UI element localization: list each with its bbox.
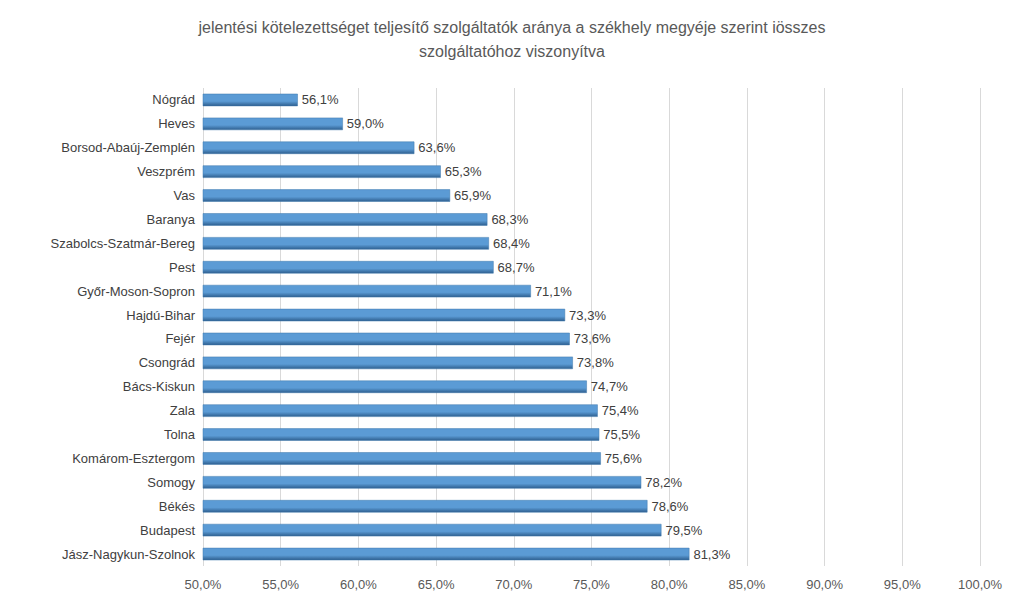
svg-text:75,0%: 75,0%: [573, 577, 610, 592]
svg-text:Pest: Pest: [169, 260, 195, 275]
svg-text:Nógrád: Nógrád: [152, 92, 195, 107]
svg-text:63,6%: 63,6%: [418, 140, 455, 155]
svg-text:65,3%: 65,3%: [445, 164, 482, 179]
svg-text:85,0%: 85,0%: [728, 577, 765, 592]
svg-text:68,4%: 68,4%: [493, 236, 530, 251]
svg-text:65,9%: 65,9%: [454, 188, 491, 203]
svg-text:Somogy: Somogy: [147, 475, 195, 490]
svg-text:90,0%: 90,0%: [806, 577, 843, 592]
svg-text:95,0%: 95,0%: [884, 577, 921, 592]
svg-text:78,6%: 78,6%: [651, 499, 688, 514]
svg-text:68,3%: 68,3%: [491, 212, 528, 227]
svg-text:55,0%: 55,0%: [262, 577, 299, 592]
svg-text:75,4%: 75,4%: [602, 403, 639, 418]
svg-text:75,6%: 75,6%: [605, 451, 642, 466]
svg-text:50,0%: 50,0%: [185, 577, 222, 592]
svg-text:80,0%: 80,0%: [651, 577, 688, 592]
svg-text:Budapest: Budapest: [140, 523, 195, 538]
svg-text:71,1%: 71,1%: [535, 284, 572, 299]
svg-text:Győr-Moson-Sopron: Győr-Moson-Sopron: [77, 284, 195, 299]
svg-text:Vas: Vas: [174, 188, 196, 203]
svg-text:Komárom-Esztergom: Komárom-Esztergom: [72, 451, 195, 466]
svg-text:Zala: Zala: [170, 403, 196, 418]
svg-text:Jász-Nagykun-Szolnok: Jász-Nagykun-Szolnok: [62, 547, 195, 562]
svg-text:73,3%: 73,3%: [569, 308, 606, 323]
svg-text:74,7%: 74,7%: [591, 379, 628, 394]
svg-text:Baranya: Baranya: [147, 212, 196, 227]
svg-text:70,0%: 70,0%: [495, 577, 532, 592]
svg-text:78,2%: 78,2%: [645, 475, 682, 490]
svg-text:75,5%: 75,5%: [603, 427, 640, 442]
svg-text:Fejér: Fejér: [165, 331, 195, 346]
svg-text:65,0%: 65,0%: [418, 577, 455, 592]
svg-text:Borsod-Abaúj-Zemplén: Borsod-Abaúj-Zemplén: [61, 140, 195, 155]
svg-text:Hajdú-Bihar: Hajdú-Bihar: [126, 308, 195, 323]
svg-text:59,0%: 59,0%: [347, 116, 384, 131]
svg-text:100,0%: 100,0%: [958, 577, 1003, 592]
svg-text:81,3%: 81,3%: [693, 547, 730, 562]
svg-text:73,6%: 73,6%: [574, 331, 611, 346]
svg-text:79,5%: 79,5%: [665, 523, 702, 538]
svg-text:Heves: Heves: [158, 116, 195, 131]
svg-text:60,0%: 60,0%: [340, 577, 377, 592]
svg-text:szolgáltatóhoz viszonyítva: szolgáltatóhoz viszonyítva: [419, 43, 605, 60]
svg-text:Szabolcs-Szatmár-Bereg: Szabolcs-Szatmár-Bereg: [51, 236, 196, 251]
svg-text:Békés: Békés: [159, 499, 196, 514]
svg-text:73,8%: 73,8%: [577, 355, 614, 370]
svg-text:jelentési kötelezettséget telj: jelentési kötelezettséget teljesítő szol…: [198, 19, 826, 36]
svg-text:56,1%: 56,1%: [302, 92, 339, 107]
svg-text:68,7%: 68,7%: [498, 260, 535, 275]
svg-text:Tolna: Tolna: [164, 427, 196, 442]
svg-text:Veszprém: Veszprém: [137, 164, 195, 179]
svg-text:Bács-Kiskun: Bács-Kiskun: [123, 379, 195, 394]
svg-text:Csongrád: Csongrád: [139, 355, 195, 370]
